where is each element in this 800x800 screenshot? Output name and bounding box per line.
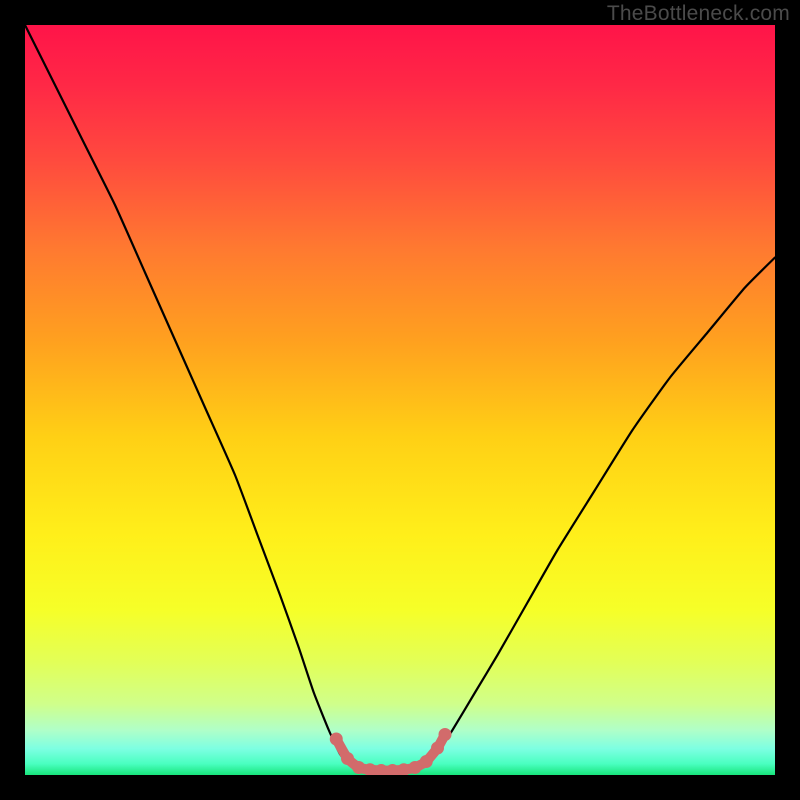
optimal-range-dot: [341, 752, 354, 765]
optimal-range-dot: [352, 761, 365, 774]
optimal-range-dot: [397, 763, 410, 776]
optimal-range-dot: [330, 733, 343, 746]
optimal-range-dot: [439, 728, 452, 741]
optimal-range-dot: [431, 742, 444, 755]
optimal-range-dot: [420, 755, 433, 768]
bottleneck-chart-svg: [0, 0, 800, 800]
optimal-range-dot: [364, 763, 377, 776]
optimal-range-dot: [409, 761, 422, 774]
chart-frame: TheBottleneck.com: [0, 0, 800, 800]
gradient-background: [25, 25, 775, 775]
